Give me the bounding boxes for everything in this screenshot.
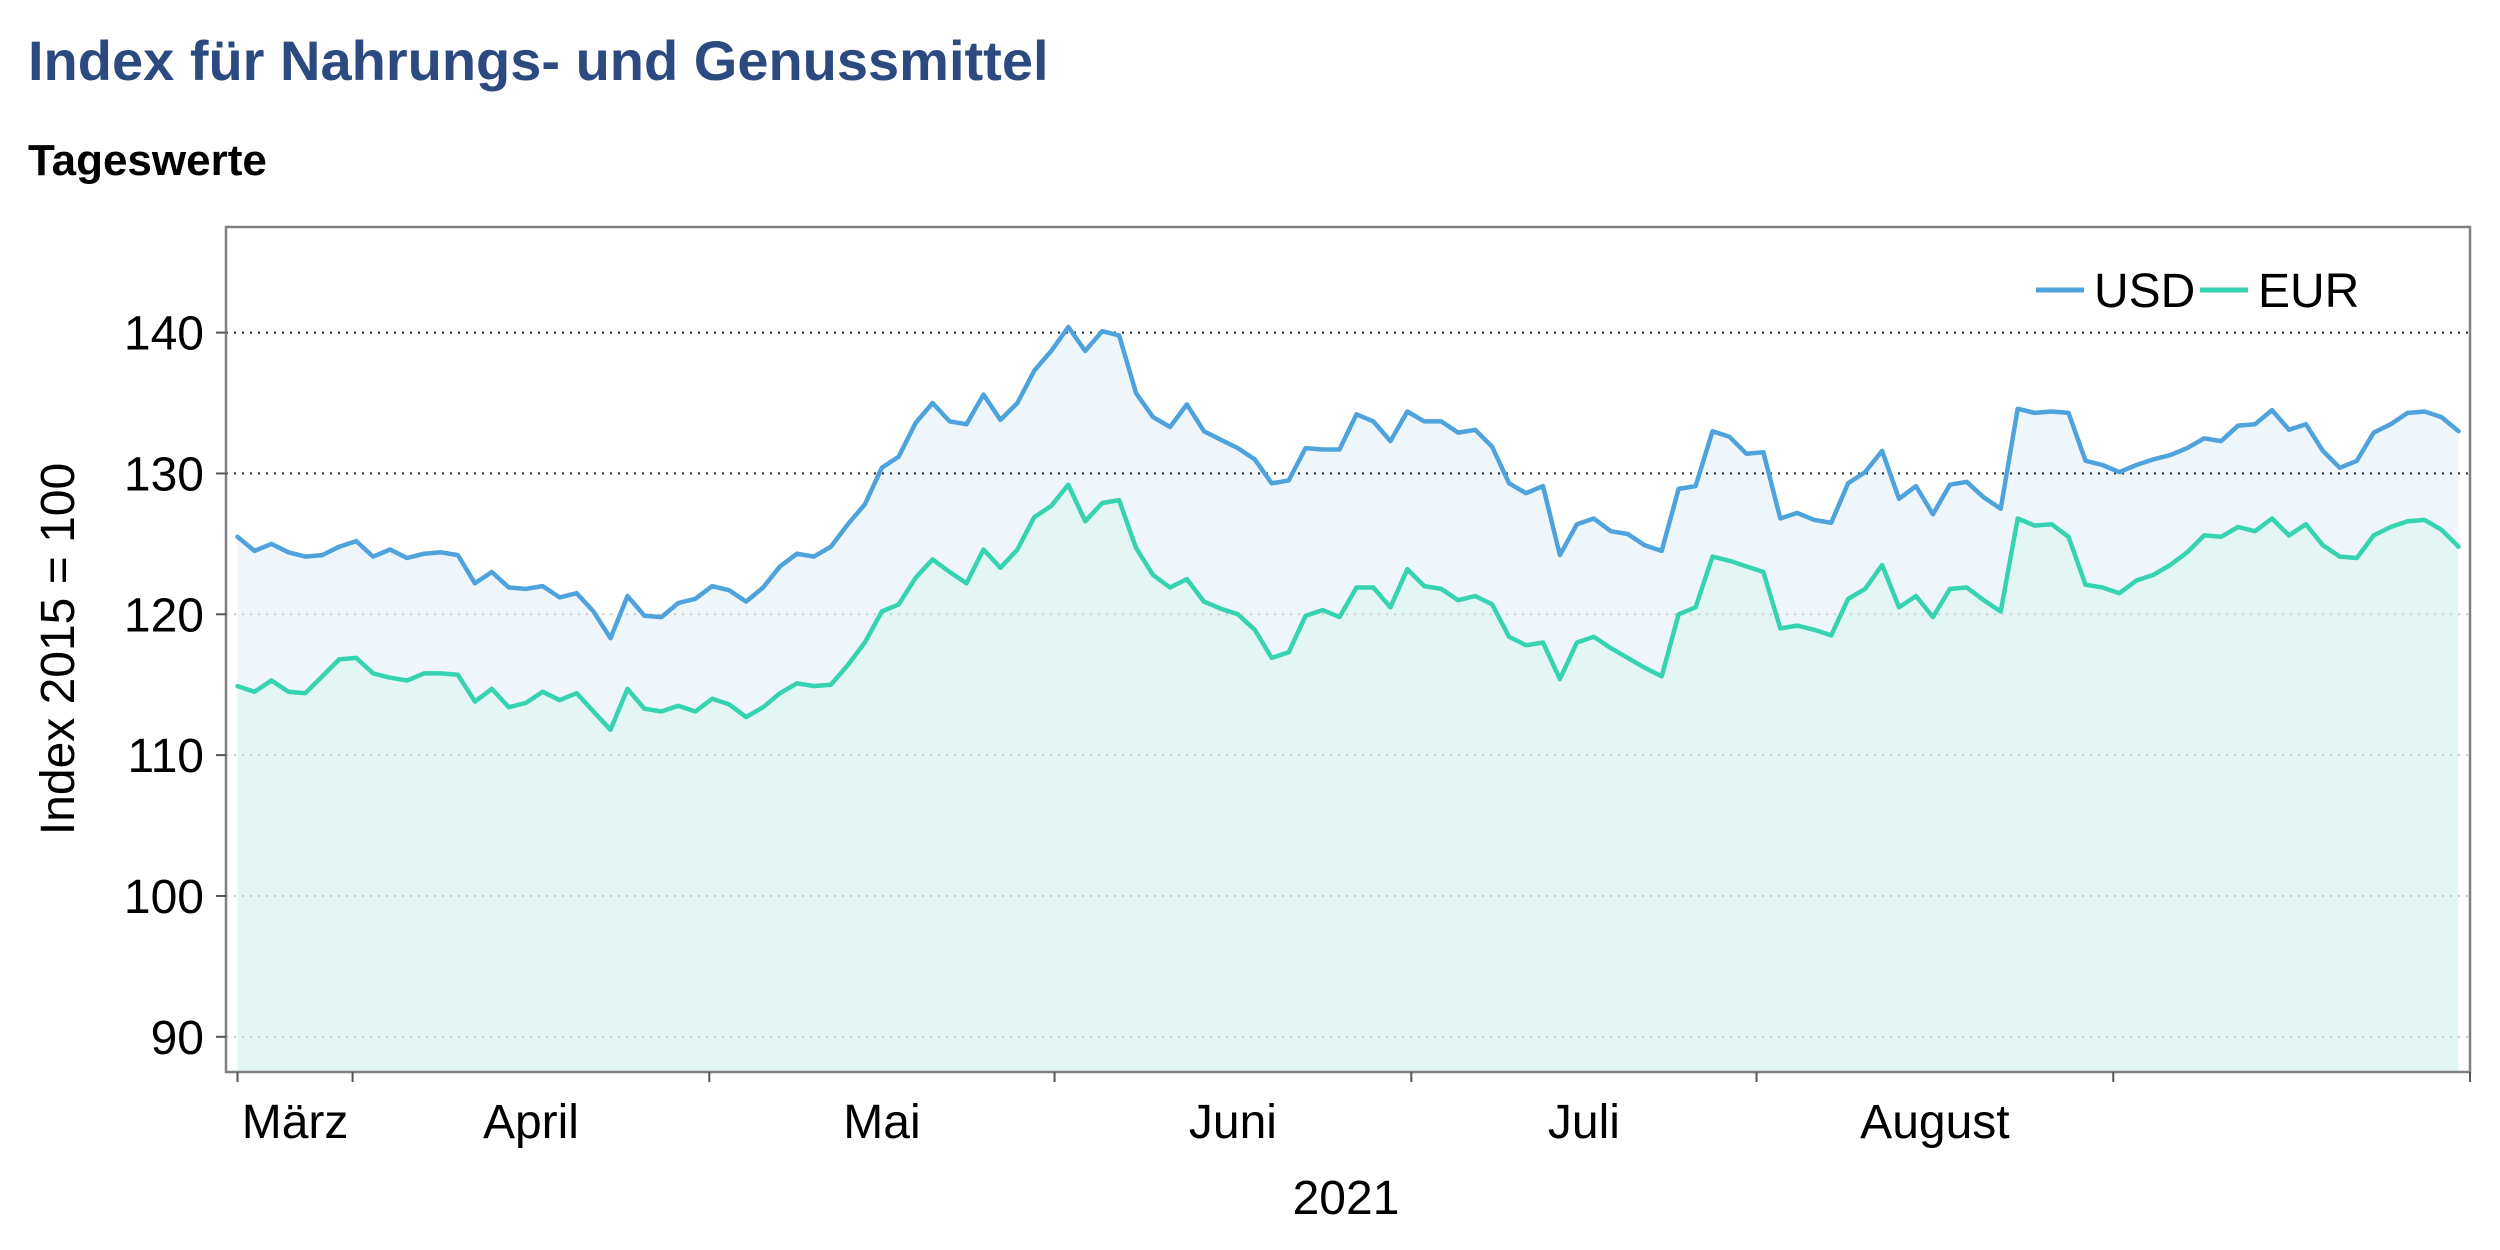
area-fills (237, 327, 2459, 1072)
legend-label-usd: USD (2094, 265, 2195, 318)
legend: USD EUR (2036, 265, 2359, 318)
x-tick-label: Juli (1548, 1096, 1620, 1149)
x-axis-label: 2021 (1293, 1172, 1400, 1225)
series-line-usd (235, 324, 2461, 641)
series-line-eur (235, 482, 2461, 733)
chart-title: Index für Nahrungs- und Genussmittel (28, 29, 1049, 92)
area-eur (237, 484, 2459, 1072)
x-tick-label: März (242, 1096, 349, 1149)
y-tick-label: 130 (124, 448, 204, 501)
grid-lines (226, 331, 2470, 1038)
x-tick-label: August (1860, 1096, 2009, 1149)
series-lines (235, 324, 2461, 733)
y-tick-label: 120 (124, 589, 204, 642)
chart-subtitle: Tageswerte (28, 136, 267, 185)
y-axis: 90 100 110 120 130 140 (124, 308, 226, 1065)
y-tick-label: 140 (124, 308, 204, 361)
legend-label-eur: EUR (2258, 265, 2359, 318)
y-tick-label: 110 (127, 730, 204, 783)
x-tick-label: April (483, 1096, 579, 1149)
y-axis-label: Index 2015 = 100 (32, 463, 85, 835)
x-tick-label: Mai (843, 1096, 920, 1149)
x-axis: März April Mai Juni Juli August (236, 1072, 2471, 1149)
y-tick-label: 100 (124, 871, 204, 924)
x-tick-label: Juni (1189, 1096, 1277, 1149)
plot-frame (224, 225, 2472, 1074)
y-tick-label: 90 (151, 1012, 204, 1065)
